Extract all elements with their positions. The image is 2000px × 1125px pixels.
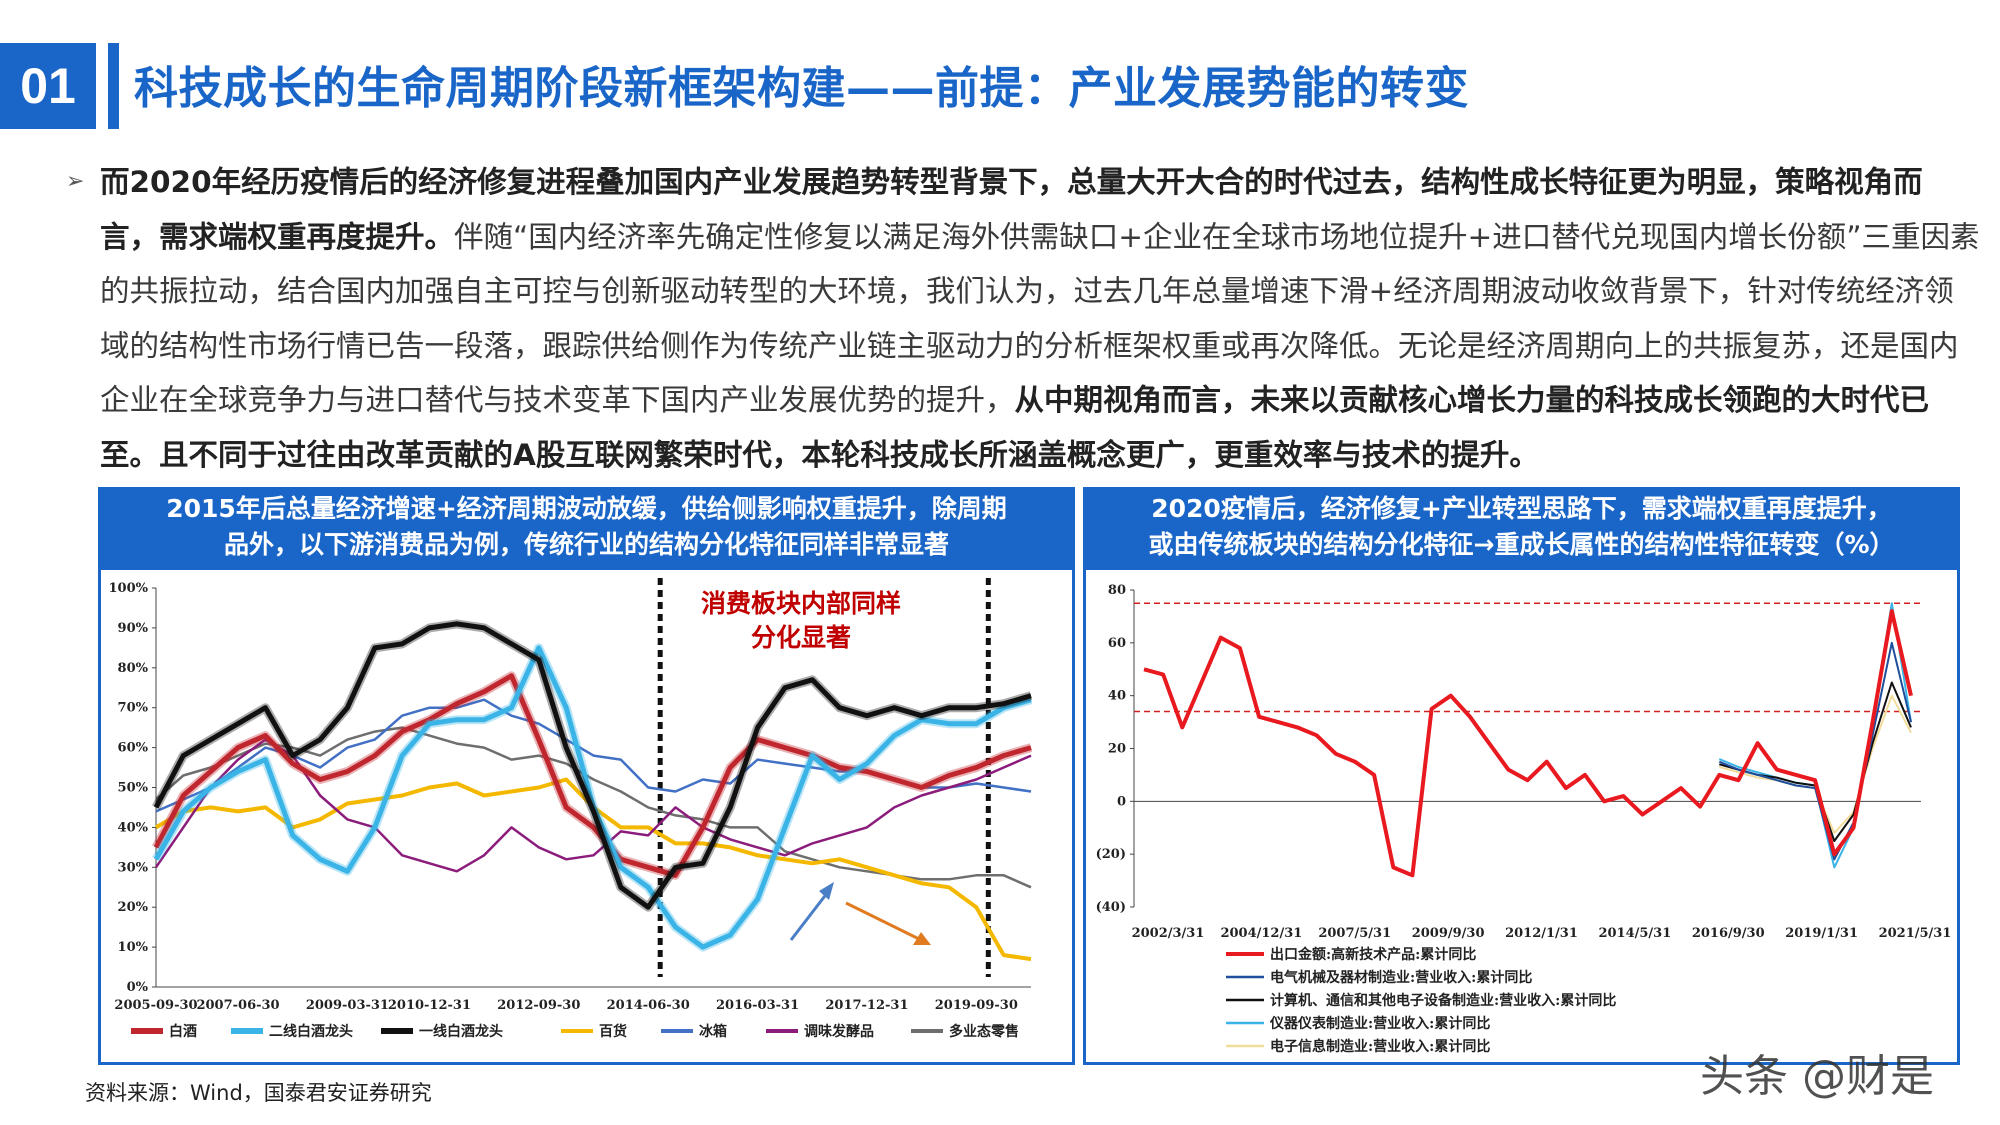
legend-label: 计算机、通信和其他电子设备制造业:营业收入:累计同比 — [1270, 992, 1616, 1009]
series-line — [153, 673, 1032, 878]
x-tick-label: 2014-06-30 — [607, 998, 690, 1013]
consumer-sectors-chart: 消费板块内部同样 分化显著 0% 10% 20% 30% 40% 50% 60% 70% 80%… — [109, 578, 1033, 1040]
series-glow — [152, 619, 1033, 912]
paragraph-bold-segment-1: 而2020年经历疫情后的经济修复进程叠加国内产业发展趋势转型背景下，总量大开大合… — [100, 165, 1923, 254]
up-arrow — [789, 887, 833, 941]
legend-label: 电子信息制造业:营业收入:累计同比 — [1270, 1038, 1490, 1055]
series-line — [1143, 609, 1913, 878]
legend-label: 仪器仪表制造业:营业收入:累计同比 — [1269, 1015, 1490, 1032]
y-tick-label: 60% — [118, 741, 149, 756]
x-tick-label: 2016/9/30 — [1692, 926, 1765, 941]
x-tick-label: 2002/3/31 — [1132, 926, 1205, 941]
y-tick-label: 0% — [127, 980, 149, 995]
legend-label: 一线白酒龙头 — [419, 1023, 503, 1040]
page-title: 科技成长的生命周期阶段新框架构建——前提：产业发展势能的转变 — [134, 63, 1469, 114]
y-tick-label: 40% — [118, 820, 149, 835]
y-tick-label: 80 — [1108, 583, 1126, 598]
y-tick-label: 40 — [1108, 689, 1126, 704]
series-line — [153, 621, 1032, 910]
x-tick-label: 2014/5/31 — [1598, 926, 1671, 941]
left-heading-line1: 2015年后总量经济增速+经济周期波动放缓，供给侧影响权重提升，除周期 — [166, 494, 1007, 523]
x-tick-label: 2007-06-30 — [196, 998, 279, 1013]
right-chart-panel: 80 60 40 20 0 (20) (40) 2002/3/31 2004/12/31 2007… — [1083, 567, 1960, 1065]
x-tick-label: 2017-12-31 — [825, 998, 908, 1013]
x-tick-label: 2004/12/31 — [1220, 926, 1302, 941]
y-tick-label: 70% — [118, 701, 149, 716]
left-chart-panel: 消费板块内部同样 分化显著 0% 10% 20% 30% 40% 50% 60% 70% 80%… — [98, 567, 1075, 1065]
x-tick-label: 2012/1/31 — [1505, 926, 1578, 941]
x-tick-label: 2009/9/30 — [1412, 926, 1485, 941]
legend-label: 出口金额:高新技术产品:累计同比 — [1270, 946, 1476, 963]
y-tick-label: (40) — [1096, 900, 1126, 915]
up-arrow-head — [819, 882, 834, 900]
y-tick-label: 50% — [118, 781, 149, 796]
y-tick-label: 20 — [1108, 742, 1126, 757]
section-number-badge: 01 — [0, 43, 96, 129]
export-growth-chart: 80 60 40 20 0 (20) (40) 2002/3/31 2004/12/31 2007… — [1096, 583, 1952, 1055]
right-panel-heading: 2020疫情后，经济修复+产业转型思路下，需求端权重再度提升， 或由传统板块的结… — [1083, 487, 1960, 567]
x-tick-label: 2021/5/31 — [1879, 926, 1952, 941]
x-tick-label: 2005-09-30 — [114, 998, 197, 1013]
x-tick-label: 2016-03-31 — [716, 998, 799, 1013]
body-paragraph: ➢ 而2020年经历疫情后的经济修复进程叠加国内产业发展趋势转型背景下，总量大开… — [66, 155, 1980, 482]
legend-label: 冰箱 — [699, 1023, 727, 1040]
paragraph-plain-segment: 伴随“国内经济率先确定性修复以满足海外供需缺口+企业在全球市场地位提升+进口替代… — [100, 219, 1980, 418]
legend-label: 二线白酒龙头 — [269, 1023, 353, 1040]
bullet-arrow-icon: ➢ — [66, 169, 85, 194]
title-accent-bar — [108, 43, 119, 129]
x-tick-label: 2019-09-30 — [935, 998, 1018, 1013]
down-arrow-head — [913, 932, 931, 945]
section-number: 01 — [20, 58, 76, 114]
x-tick-label: 2012-09-30 — [497, 998, 580, 1013]
legend-label: 百货 — [599, 1023, 627, 1040]
y-tick-label: 90% — [118, 621, 149, 636]
legend-label: 白酒 — [169, 1023, 197, 1040]
y-tick-label: (20) — [1096, 847, 1126, 862]
y-tick-label: 80% — [118, 661, 149, 676]
data-source-note: 资料来源：Wind，国泰君安证券研究 — [85, 1081, 432, 1105]
y-tick-label: 60 — [1108, 636, 1126, 651]
watermark: 头条 @财是 — [1700, 1051, 1934, 1102]
series-line — [1718, 602, 1912, 869]
right-heading-line1: 2020疫情后，经济修复+产业转型思路下，需求端权重再度提升， — [1151, 494, 1892, 523]
y-tick-label: 0 — [1117, 794, 1126, 809]
left-heading-line2: 品外，以下游消费品为例，传统行业的结构分化特征同样非常显著 — [223, 530, 949, 559]
series-glow — [152, 643, 1033, 952]
annotation-line1: 消费板块内部同样 — [701, 589, 901, 618]
down-arrow — [845, 901, 922, 942]
legend-label: 调味发酵品 — [804, 1023, 874, 1040]
right-heading-line2: 或由传统板块的结构分化特征→重成长属性的结构性特征转变（%） — [1148, 530, 1895, 559]
y-tick-label: 30% — [118, 860, 149, 875]
legend-label: 电气机械及器材制造业:营业收入:累计同比 — [1270, 969, 1532, 986]
x-tick-label: 2019/1/31 — [1785, 926, 1858, 941]
legend-label: 多业态零售 — [949, 1023, 1019, 1040]
y-tick-label: 10% — [118, 940, 149, 955]
y-tick-label: 100% — [109, 581, 149, 596]
x-tick-label: 2007/5/31 — [1318, 926, 1391, 941]
y-tick-label: 20% — [118, 900, 149, 915]
left-panel-heading: 2015年后总量经济增速+经济周期波动放缓，供给侧影响权重提升，除周期 品外，以… — [98, 487, 1075, 567]
paragraph-bold-segment-2: 从中期视角而言，未来以贡献核心增长力量的科技成长领跑的大时代已至。且不同于过往由… — [100, 383, 1930, 472]
x-tick-label: 2009-03-31 — [306, 998, 389, 1013]
x-tick-label: 2010-12-31 — [388, 998, 471, 1013]
annotation-line2: 分化显著 — [751, 623, 851, 652]
